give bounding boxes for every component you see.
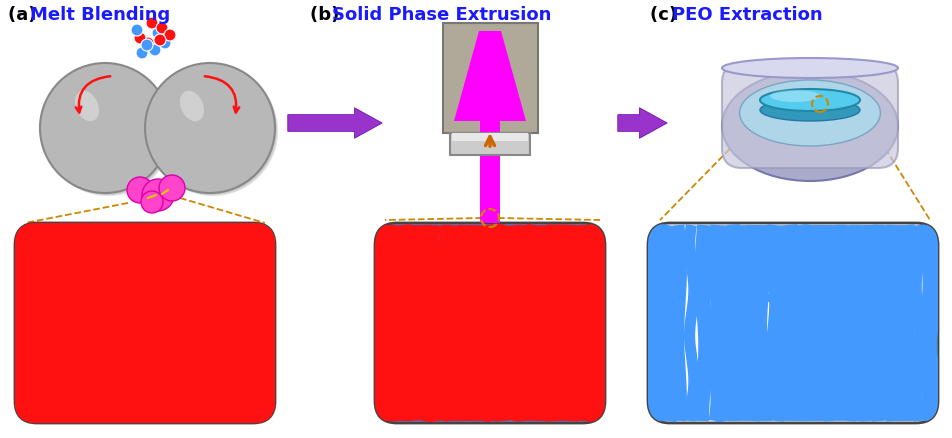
Circle shape <box>142 180 174 212</box>
FancyBboxPatch shape <box>722 64 898 169</box>
Circle shape <box>154 35 166 47</box>
Text: (a): (a) <box>8 6 43 24</box>
Ellipse shape <box>180 92 204 122</box>
Bar <box>452 134 528 141</box>
Circle shape <box>141 40 153 52</box>
Ellipse shape <box>770 91 820 103</box>
Circle shape <box>149 45 161 57</box>
Circle shape <box>156 23 168 35</box>
Circle shape <box>43 67 173 197</box>
Ellipse shape <box>740 81 881 147</box>
Ellipse shape <box>75 92 99 122</box>
Bar <box>480 122 500 223</box>
Circle shape <box>142 38 154 50</box>
Circle shape <box>164 30 176 42</box>
Circle shape <box>42 66 172 195</box>
Circle shape <box>159 38 171 50</box>
Circle shape <box>40 64 170 194</box>
FancyBboxPatch shape <box>15 223 275 423</box>
Circle shape <box>131 25 143 37</box>
Circle shape <box>159 176 185 201</box>
Circle shape <box>136 48 148 60</box>
Circle shape <box>148 67 278 197</box>
FancyArrowPatch shape <box>288 109 382 139</box>
Text: Melt Blending: Melt Blending <box>30 6 170 24</box>
Text: (b): (b) <box>310 6 346 24</box>
Ellipse shape <box>760 100 860 122</box>
Ellipse shape <box>722 72 898 182</box>
Circle shape <box>127 177 153 204</box>
Ellipse shape <box>760 90 860 112</box>
Circle shape <box>146 18 158 30</box>
Circle shape <box>147 66 277 195</box>
FancyArrowPatch shape <box>618 109 667 139</box>
FancyBboxPatch shape <box>375 223 605 423</box>
Ellipse shape <box>722 59 898 79</box>
Circle shape <box>145 64 275 194</box>
Circle shape <box>134 33 146 45</box>
FancyBboxPatch shape <box>648 223 938 423</box>
Circle shape <box>41 65 171 194</box>
Bar <box>443 24 538 134</box>
Text: PEO Extraction: PEO Extraction <box>672 6 823 24</box>
Circle shape <box>141 191 163 213</box>
Circle shape <box>146 65 276 194</box>
Bar <box>450 134 530 155</box>
Text: Solid Phase Extrusion: Solid Phase Extrusion <box>332 6 551 24</box>
Text: (c): (c) <box>650 6 684 24</box>
Polygon shape <box>454 32 526 122</box>
Circle shape <box>152 28 164 40</box>
